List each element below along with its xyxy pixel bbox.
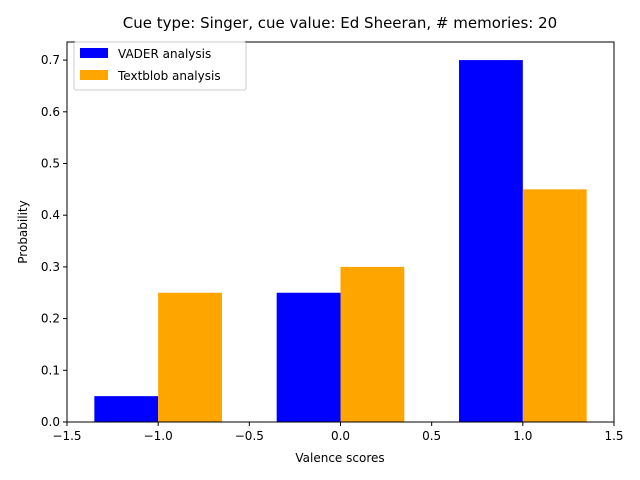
x-tick-label: −1.0 — [144, 429, 173, 443]
legend-label-vader: VADER analysis — [118, 47, 211, 61]
y-tick-label: 0.1 — [41, 363, 60, 377]
bar-vader-2 — [459, 60, 523, 422]
bar-vader-0 — [94, 396, 159, 422]
y-tick-label: 0.4 — [41, 208, 60, 222]
x-axis: −1.5 −1.0 −0.5 0.0 0.5 1.0 1.5 — [52, 422, 624, 443]
y-tick-label: 0.7 — [41, 53, 60, 67]
x-tick-label: −0.5 — [235, 429, 264, 443]
legend-label-textblob: Textblob analysis — [117, 69, 221, 83]
x-axis-label: Valence scores — [295, 451, 384, 465]
legend-swatch-vader — [80, 48, 108, 58]
y-axis: 0.0 0.1 0.2 0.3 0.4 0.5 0.6 0.7 — [41, 53, 67, 429]
y-axis-label: Probability — [16, 200, 30, 263]
legend-swatch-textblob — [80, 70, 108, 80]
x-tick-label: 1.0 — [513, 429, 532, 443]
y-tick-label: 0.6 — [41, 105, 60, 119]
bar-textblob-2 — [522, 189, 587, 422]
x-tick-label: 0.5 — [422, 429, 441, 443]
legend-frame — [73, 41, 247, 91]
bars-layer — [94, 60, 587, 422]
chart-title: Cue type: Singer, cue value: Ed Sheeran,… — [123, 14, 557, 32]
x-tick-label: 1.5 — [604, 429, 623, 443]
bar-textblob-1 — [340, 266, 405, 422]
bar-textblob-0 — [158, 292, 222, 422]
legend: VADER analysis Textblob analysis — [73, 41, 247, 91]
x-tick-label: 0.0 — [331, 429, 350, 443]
bar-vader-1 — [276, 292, 341, 422]
y-tick-label: 0.0 — [41, 415, 60, 429]
y-tick-label: 0.2 — [41, 312, 60, 326]
y-tick-label: 0.5 — [41, 156, 60, 170]
x-tick-label: −1.5 — [52, 429, 81, 443]
y-tick-label: 0.3 — [41, 260, 60, 274]
